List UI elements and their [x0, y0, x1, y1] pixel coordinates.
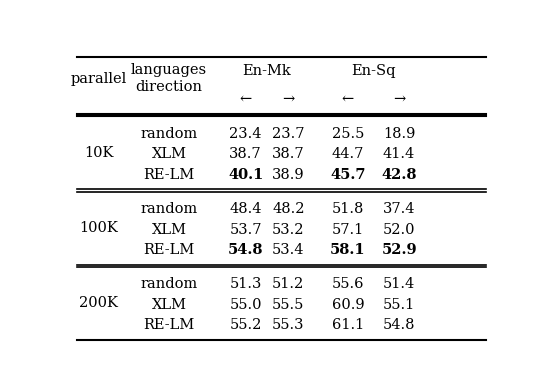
Text: 55.2: 55.2 [229, 318, 262, 332]
Text: 55.1: 55.1 [383, 298, 415, 312]
Text: 54.8: 54.8 [228, 243, 263, 257]
Text: 44.7: 44.7 [332, 147, 364, 161]
Text: 48.2: 48.2 [272, 202, 305, 216]
Text: →: → [282, 93, 294, 107]
Text: 40.1: 40.1 [228, 168, 263, 182]
Text: 52.9: 52.9 [381, 243, 417, 257]
Text: 38.7: 38.7 [272, 147, 305, 161]
Text: En-Sq: En-Sq [351, 64, 396, 78]
Text: 38.9: 38.9 [272, 168, 305, 182]
Text: random: random [140, 127, 197, 141]
Text: XLM: XLM [151, 147, 186, 161]
Text: 55.6: 55.6 [332, 277, 364, 291]
Text: 52.0: 52.0 [383, 223, 415, 236]
Text: 23.7: 23.7 [272, 127, 305, 141]
Text: 18.9: 18.9 [383, 127, 415, 141]
Text: languages
direction: languages direction [131, 63, 207, 94]
Text: 42.8: 42.8 [381, 168, 417, 182]
Text: 45.7: 45.7 [330, 168, 366, 182]
Text: 51.2: 51.2 [272, 277, 304, 291]
Text: 10K: 10K [84, 146, 113, 160]
Text: random: random [140, 202, 197, 216]
Text: XLM: XLM [151, 298, 186, 312]
Text: →: → [393, 93, 405, 107]
Text: 200K: 200K [79, 296, 118, 310]
Text: RE-LM: RE-LM [144, 168, 195, 182]
Text: 53.4: 53.4 [272, 243, 305, 257]
Text: 55.3: 55.3 [272, 318, 305, 332]
Text: 37.4: 37.4 [383, 202, 415, 216]
Text: 54.8: 54.8 [383, 318, 415, 332]
Text: 60.9: 60.9 [332, 298, 364, 312]
Text: RE-LM: RE-LM [144, 318, 195, 332]
Text: ←: ← [342, 93, 354, 107]
Text: 41.4: 41.4 [383, 147, 415, 161]
Text: 38.7: 38.7 [229, 147, 262, 161]
Text: 51.3: 51.3 [229, 277, 262, 291]
Text: 51.8: 51.8 [332, 202, 364, 216]
Text: 53.2: 53.2 [272, 223, 305, 236]
Text: 55.0: 55.0 [229, 298, 262, 312]
Text: XLM: XLM [151, 223, 186, 236]
Text: 53.7: 53.7 [229, 223, 262, 236]
Text: 48.4: 48.4 [229, 202, 262, 216]
Text: 100K: 100K [79, 221, 118, 235]
Text: RE-LM: RE-LM [144, 243, 195, 257]
Text: ←: ← [239, 93, 252, 107]
Text: 23.4: 23.4 [229, 127, 262, 141]
Text: random: random [140, 277, 197, 291]
Text: En-Mk: En-Mk [243, 64, 292, 78]
Text: 25.5: 25.5 [332, 127, 364, 141]
Text: 55.5: 55.5 [272, 298, 305, 312]
Text: 61.1: 61.1 [332, 318, 364, 332]
Text: parallel: parallel [70, 71, 126, 85]
Text: 58.1: 58.1 [330, 243, 366, 257]
Text: 57.1: 57.1 [332, 223, 364, 236]
Text: 51.4: 51.4 [383, 277, 415, 291]
